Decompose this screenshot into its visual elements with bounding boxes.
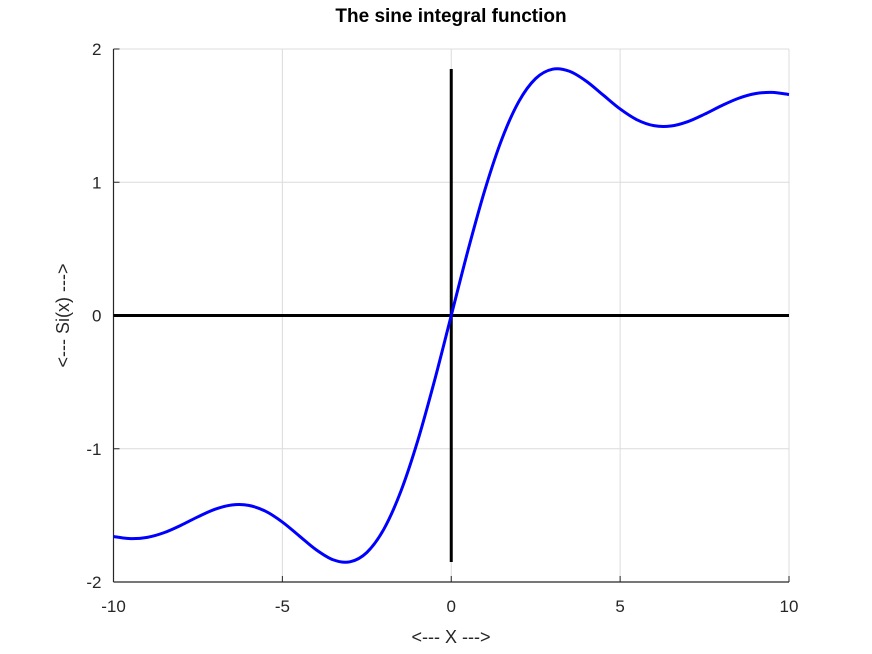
x-axis-label: <--- X --->	[412, 627, 491, 647]
chart-title: The sine integral function	[335, 6, 566, 27]
y-tick-label: 2	[92, 40, 101, 59]
y-tick-label: 1	[92, 173, 101, 192]
x-tick-label: -10	[101, 597, 126, 616]
y-tick-label: -2	[86, 573, 101, 592]
x-tick-label: 5	[615, 597, 624, 616]
y-tick-label: 0	[92, 307, 101, 326]
x-tick-label: -5	[275, 597, 290, 616]
x-tick-label: 0	[447, 597, 456, 616]
y-tick-label: -1	[86, 440, 101, 459]
si-curve	[113, 67, 790, 564]
x-tick-label: 10	[780, 597, 799, 616]
series	[113, 67, 790, 564]
y-axis-label: <--- Si(x) --->	[53, 264, 73, 368]
